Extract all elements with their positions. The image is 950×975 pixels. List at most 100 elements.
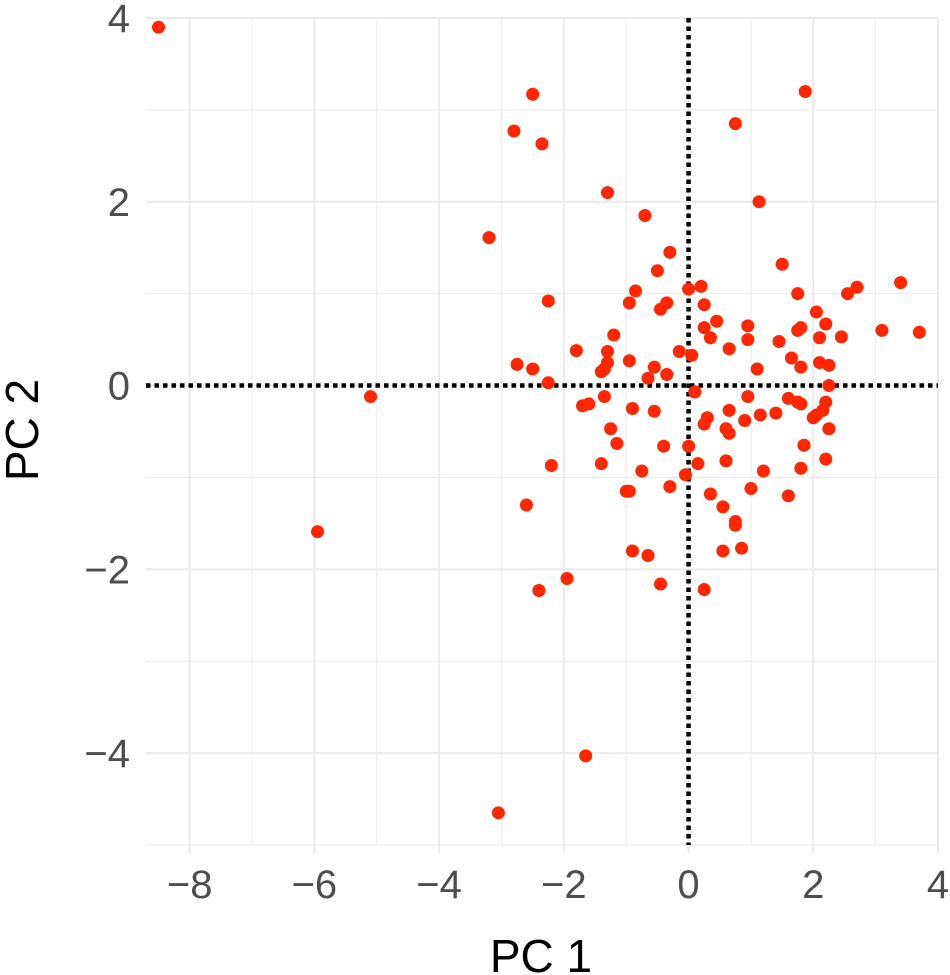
data-point	[660, 368, 674, 382]
data-point	[691, 457, 705, 471]
data-point	[728, 518, 742, 532]
data-point	[722, 403, 736, 417]
data-point	[738, 413, 752, 427]
data-point	[544, 458, 558, 472]
data-point	[741, 333, 755, 347]
data-point	[625, 544, 639, 558]
reference-lines	[146, 18, 938, 845]
data-point	[722, 342, 736, 356]
data-point	[735, 541, 749, 555]
y-tick-label: 4	[108, 0, 130, 41]
data-point	[834, 330, 848, 344]
data-point	[579, 749, 593, 763]
data-point	[310, 525, 324, 539]
data-point	[569, 344, 583, 358]
grid-layer	[146, 17, 939, 846]
x-tick-label: 4	[927, 863, 949, 907]
data-point	[728, 117, 742, 131]
data-point	[510, 357, 524, 371]
x-tick-label: 0	[677, 863, 699, 907]
data-point	[781, 489, 795, 503]
data-point	[775, 257, 789, 271]
data-point	[716, 544, 730, 558]
data-point	[576, 399, 590, 413]
data-point	[697, 298, 711, 312]
data-points	[151, 20, 926, 820]
data-point	[663, 245, 677, 259]
data-point	[526, 87, 540, 101]
data-point	[822, 358, 836, 372]
data-point	[716, 500, 730, 514]
data-point	[694, 279, 708, 293]
data-point	[622, 354, 636, 368]
data-point	[607, 328, 621, 342]
data-point	[875, 323, 889, 337]
data-point	[794, 461, 808, 475]
data-point	[794, 397, 808, 411]
data-point	[710, 314, 724, 328]
data-point	[600, 345, 614, 359]
data-point	[678, 468, 692, 482]
x-tick-label: 2	[802, 863, 824, 907]
data-point	[647, 404, 661, 418]
data-point	[850, 280, 864, 294]
y-axis-ticks: −4 −2 0 2 4	[84, 0, 130, 776]
data-point	[682, 439, 696, 453]
data-point	[560, 572, 574, 586]
data-point	[641, 549, 655, 563]
x-axis-ticks: −8 −6 −4 −2 0 2 4	[167, 845, 949, 907]
data-point	[703, 487, 717, 501]
data-point	[597, 390, 611, 404]
data-point	[535, 137, 549, 151]
data-point	[741, 390, 755, 404]
data-point	[650, 264, 664, 278]
data-point	[151, 20, 165, 34]
data-point	[682, 282, 696, 296]
data-point	[657, 439, 671, 453]
data-point	[756, 464, 770, 478]
data-point	[806, 411, 820, 425]
data-point	[653, 577, 667, 591]
y-tick-label: 0	[108, 365, 130, 409]
data-point	[822, 422, 836, 436]
data-point	[798, 85, 812, 99]
data-point	[604, 422, 618, 436]
data-point	[619, 484, 633, 498]
data-point	[541, 376, 555, 390]
data-point	[364, 390, 378, 404]
data-point	[688, 385, 702, 399]
x-tick-label: −4	[416, 863, 462, 907]
data-point	[819, 452, 833, 466]
data-point	[610, 436, 624, 450]
data-point	[784, 351, 798, 365]
data-point	[753, 408, 767, 422]
data-point	[841, 287, 855, 301]
data-point	[809, 305, 823, 319]
data-point	[772, 334, 786, 348]
x-tick-label: −6	[292, 863, 338, 907]
data-point	[491, 806, 505, 820]
data-point	[912, 325, 926, 339]
data-point	[653, 302, 667, 316]
data-point	[697, 583, 711, 597]
data-point	[822, 379, 836, 393]
data-point	[663, 480, 677, 494]
data-point	[629, 284, 643, 298]
y-axis-title: PC 2	[0, 379, 48, 481]
data-point	[594, 457, 608, 471]
data-point	[894, 276, 908, 290]
data-point	[507, 124, 521, 138]
data-point	[813, 331, 827, 345]
data-point	[791, 287, 805, 301]
data-point	[744, 481, 758, 495]
data-point	[526, 362, 540, 376]
data-point	[519, 498, 533, 512]
data-point	[672, 345, 686, 359]
data-point	[769, 406, 783, 420]
data-point	[625, 402, 639, 416]
data-point	[722, 426, 736, 440]
data-point	[647, 360, 661, 374]
x-tick-label: −2	[541, 863, 587, 907]
data-point	[741, 319, 755, 333]
